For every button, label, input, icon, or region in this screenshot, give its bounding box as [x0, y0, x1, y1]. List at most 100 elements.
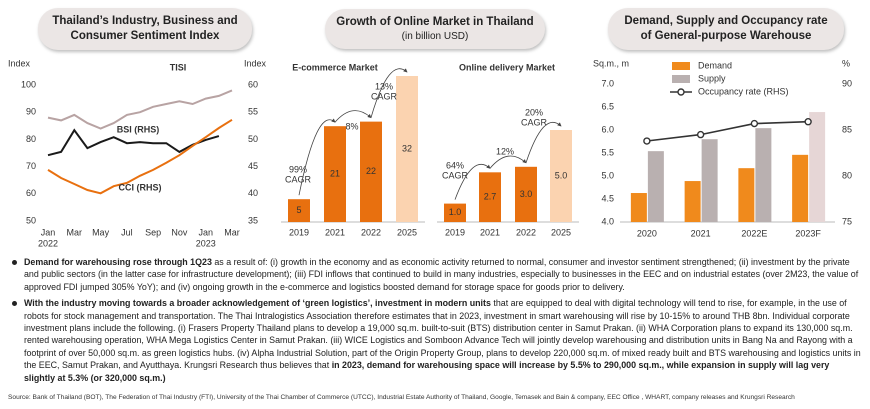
bar-value-label: 22: [366, 166, 376, 176]
bar: [738, 168, 755, 222]
y2-tick-label: 55: [248, 107, 258, 117]
y-tick-label: 6.5: [601, 101, 614, 111]
bar: [288, 199, 310, 222]
y2-tick-label: 40: [248, 188, 258, 198]
bar: [444, 203, 466, 222]
bar: [701, 139, 718, 222]
x-tick-label: 2021: [480, 227, 500, 237]
bar: [550, 130, 572, 222]
bullet: Demand for warehousing rose through 1Q23…: [10, 256, 862, 293]
bar-value-label: 5.0: [555, 170, 568, 180]
chart-subtitle: (in billion USD): [401, 31, 469, 42]
bar: [755, 128, 772, 222]
y-tick-label: 4.5: [601, 193, 614, 203]
series-line: [47, 89, 233, 130]
bar: [647, 151, 664, 222]
y2-tick-label: 85: [842, 124, 852, 134]
line-marker: [804, 118, 812, 126]
legend-label: Supply: [698, 73, 726, 83]
y-tick-label: 5.5: [601, 147, 614, 157]
bar: [792, 154, 809, 222]
bullet-text: that are equipped to deal with digital t…: [24, 298, 861, 371]
y2-axis-label: Index: [244, 58, 267, 68]
bar-value-label: 5: [296, 205, 301, 215]
annotation: 20%: [525, 107, 543, 117]
series-label: CCI (RHS): [119, 182, 162, 192]
bar: [684, 181, 701, 222]
bar: [479, 172, 501, 222]
y-tick-label: 80: [26, 134, 36, 144]
bar: [396, 76, 418, 222]
annotation: 13%: [375, 81, 393, 91]
annotation: CAGR: [442, 170, 469, 180]
y2-tick-label: 50: [248, 134, 258, 144]
legend-label: Demand: [698, 60, 732, 70]
bullet-text: in 2023, demand for warehousing space wi…: [24, 360, 830, 383]
bullet: With the industry moving towards a broad…: [10, 297, 862, 384]
bar-value-label: 21: [330, 168, 340, 178]
panel-subtitle: E-commerce Market: [292, 62, 378, 72]
bar: [515, 166, 537, 222]
title-pill: Growth of Online Market in Thailand (in b…: [325, 9, 545, 49]
y2-tick-label: 60: [248, 79, 258, 89]
line-marker: [643, 137, 651, 145]
series-line: [47, 128, 220, 157]
bar: [630, 193, 647, 222]
annotation-arrow: [298, 118, 336, 196]
y-tick-label: 70: [26, 161, 36, 171]
x-tick-label: 2019: [445, 227, 465, 237]
title-pill: Demand, Supply and Occupancy rate of Gen…: [608, 8, 844, 50]
x-tick-label: 2022: [361, 227, 381, 237]
y-tick-label: 50: [26, 215, 36, 225]
x-tick-label: 2020: [637, 228, 657, 238]
x-tick-label: 2021: [691, 228, 711, 238]
x-tick-label: 2019: [289, 227, 309, 237]
line-marker: [696, 130, 705, 139]
annotation: CAGR: [521, 117, 548, 127]
x-tick-label: 2025: [397, 227, 417, 237]
y-tick-label: 90: [26, 107, 36, 117]
y2-tick-label: 90: [842, 78, 852, 88]
bullet-list: Demand for warehousing rose through 1Q23…: [10, 256, 862, 388]
x-tick-year: 2023: [196, 238, 216, 248]
x-tick-label: May: [92, 227, 110, 237]
y-tick-label: 7.0: [601, 78, 614, 88]
y-tick-label: 4.0: [601, 216, 614, 226]
bar: [360, 121, 382, 222]
bar-value-label: 2.7: [484, 192, 497, 202]
annotation-arrow: [334, 110, 372, 123]
annotation-arrow: [525, 121, 562, 163]
x-tick-year: 2022: [38, 238, 58, 248]
x-tick-label: Mar: [224, 227, 240, 237]
bar-value-label: 32: [402, 143, 412, 153]
title-pill: Thailand’s Industry, Business and Consum…: [38, 8, 252, 50]
bar-value-label: 1.0: [449, 207, 462, 217]
legend-swatch: [672, 75, 690, 83]
x-tick-label: Mar: [67, 227, 83, 237]
annotation: CAGR: [371, 91, 398, 101]
series-line: [47, 118, 233, 195]
x-tick-label: 2021: [325, 227, 345, 237]
series-label: TISI: [170, 62, 187, 72]
annotation-arrow: [489, 155, 527, 169]
x-tick-label: Jan: [198, 227, 213, 237]
panel-subtitle: Online delivery Market: [459, 62, 555, 72]
x-tick-label: 2025: [551, 227, 571, 237]
series-label: BSI (RHS): [117, 124, 160, 134]
annotation: CAGR: [285, 174, 312, 184]
x-tick-label: 2022: [516, 227, 536, 237]
chart-title: Growth of Online Market in Thailand: [336, 16, 534, 28]
chart-title: Thailand’s Industry, Business and Consum…: [52, 15, 238, 42]
chart-title: Demand, Supply and Occupancy rate of Gen…: [624, 15, 828, 42]
y2-tick-label: 45: [248, 161, 258, 171]
y-tick-label: 60: [26, 188, 36, 198]
legend-swatch: [677, 88, 685, 96]
annotation: 99%: [289, 164, 307, 174]
x-tick-label: Jan: [41, 227, 56, 237]
x-tick-label: 2022E: [741, 228, 767, 238]
line-marker: [750, 119, 759, 128]
annotation-arrow: [370, 68, 408, 118]
annotation: 8%: [345, 121, 358, 131]
y2-tick-label: 80: [842, 170, 852, 180]
